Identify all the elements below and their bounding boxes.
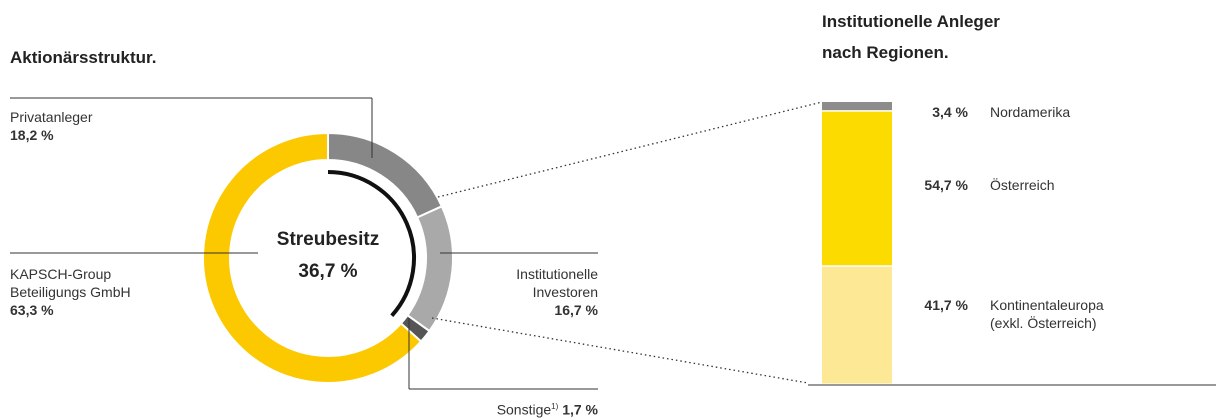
center-label: Streubesitz [276,229,380,250]
bar-segment [822,111,892,266]
segment-label: KAPSCH-Group Beteiligungs GmbH 63,3 % [10,265,160,319]
segment-label: Privatanleger 18,2 % [10,108,210,144]
category-name: Institutionelle Investoren [516,266,598,300]
chart-title: Institutionelle Anleger nach Regionen. [822,12,1000,62]
category-name: Privatanleger [10,109,93,125]
value-label: 63,3 % [10,302,54,318]
value-label: 16,7 % [554,302,598,318]
value-label: 1,7 % [562,401,598,418]
free-float-arc [327,170,416,318]
leader-line [431,317,809,384]
footnote-mark: 1) [551,402,559,411]
bar-segment [822,102,892,111]
value-label: 41,7 % [924,297,968,313]
category-name: KAPSCH-Group Beteiligungs GmbH [10,266,131,300]
category-label: Kontinentaleuropa (exkl. Österreich) [990,297,1104,331]
donut-segment [202,131,423,384]
category-label: Österreich [990,177,1055,193]
center-value: 36,7 % [298,261,358,282]
value-label: 3,4 % [932,104,968,120]
value-label: 54,7 % [924,177,968,193]
value-label: 18,2 % [10,127,54,143]
leader-line [437,101,823,198]
category-name: Sonstige [496,401,552,418]
segment-label: Sonstige1) 1,7 % [398,398,598,419]
bar-segment [822,266,892,384]
chart-title: Aktionärsstruktur. [10,48,157,67]
category-label: Nordamerika [990,104,1071,120]
segment-label: Institutionelle Investoren 16,7 % [470,265,598,319]
